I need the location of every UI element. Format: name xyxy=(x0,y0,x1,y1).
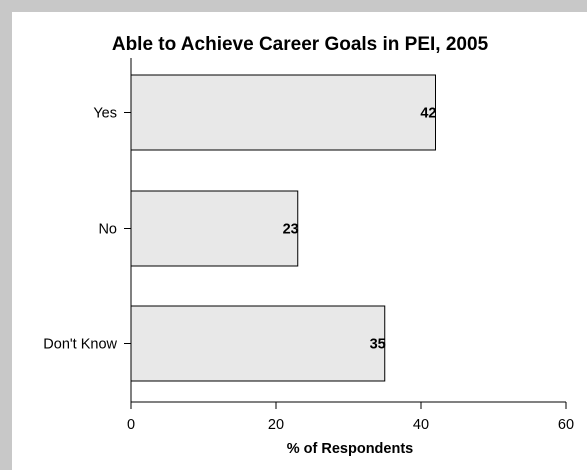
x-tick-label: 20 xyxy=(268,417,284,433)
bar-don-t-know xyxy=(130,305,386,382)
x-tick-label: 0 xyxy=(127,417,135,433)
data-label: 42 xyxy=(420,106,436,122)
x-tick-label: 40 xyxy=(413,417,429,433)
x-tick-label: 60 xyxy=(558,417,574,433)
data-label: 35 xyxy=(370,337,386,353)
chart-frame: Able to Achieve Career Goals in PEI, 200… xyxy=(12,12,587,470)
x-ticks-layer: 0 20 40 60 xyxy=(127,402,574,433)
category-label: Yes xyxy=(93,106,117,122)
bar-no xyxy=(130,190,299,267)
bar-chart: Able to Achieve Career Goals in PEI, 200… xyxy=(43,34,574,457)
x-axis-label: % of Respondents xyxy=(287,441,413,457)
category-label: No xyxy=(98,222,117,238)
chart-title: Able to Achieve Career Goals in PEI, 200… xyxy=(112,34,489,55)
bars-layer: Yes 42 No 23 Don't Know 35 xyxy=(43,74,437,382)
bar-yes xyxy=(130,74,436,151)
data-label: 23 xyxy=(283,222,299,238)
category-label: Don't Know xyxy=(43,337,117,353)
